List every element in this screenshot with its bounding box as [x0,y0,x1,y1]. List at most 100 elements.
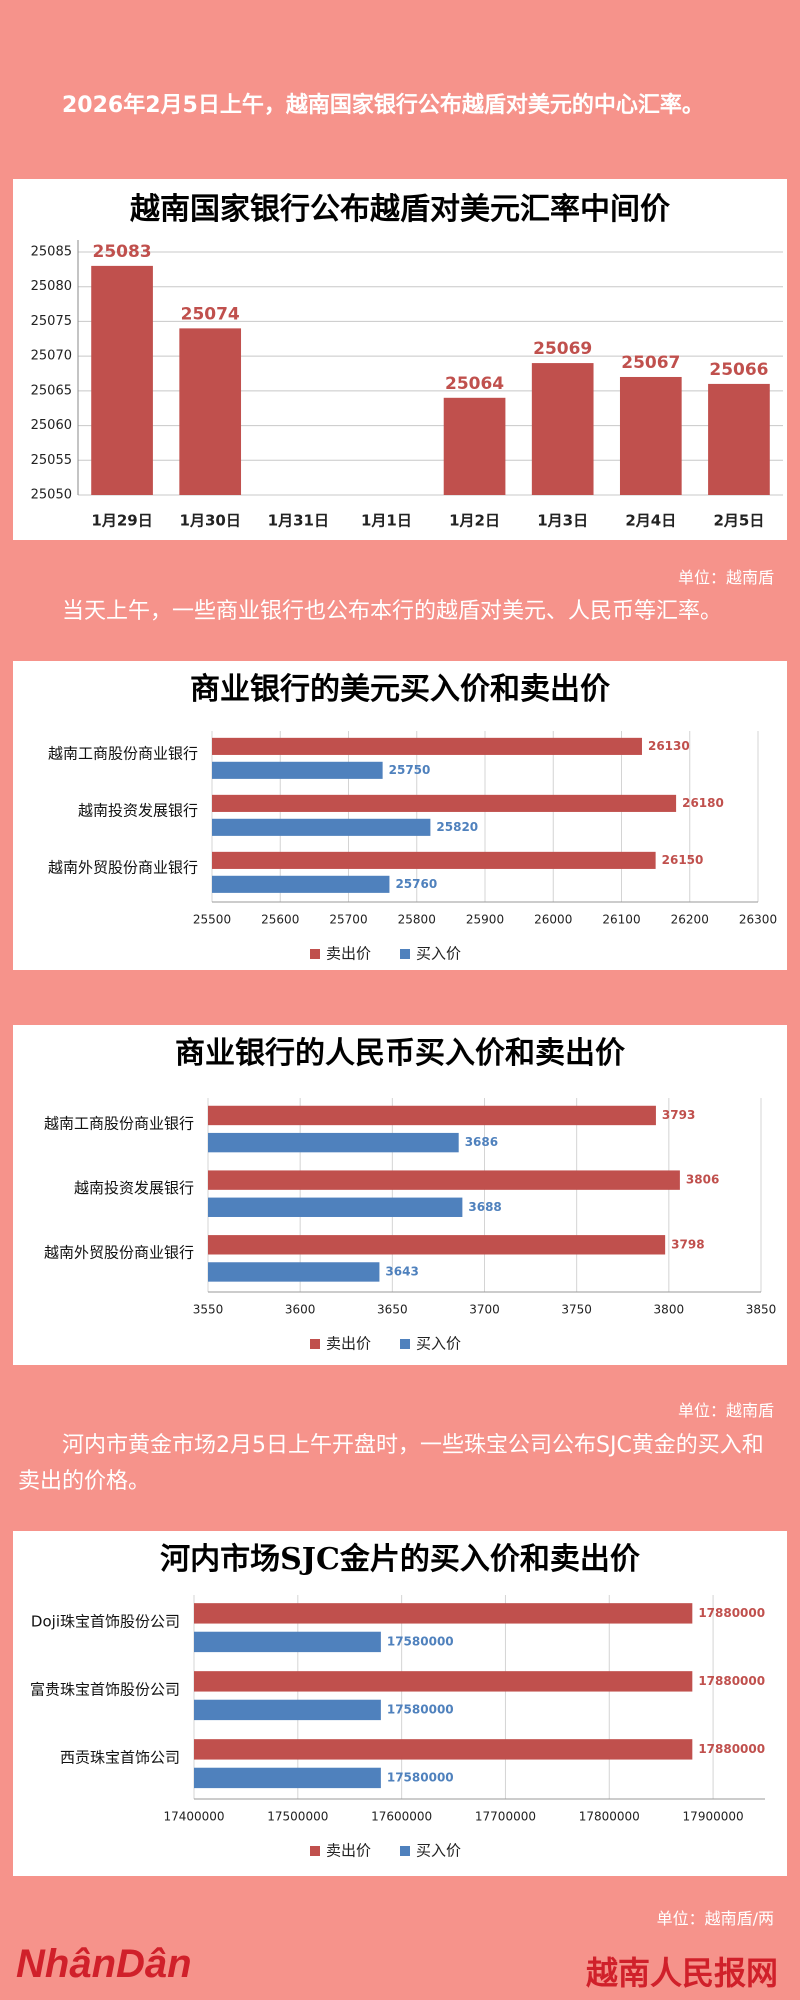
y-tick-label: 25070 [31,349,72,364]
bar [443,397,506,495]
x-tick-label: 3700 [469,1303,500,1317]
bar [194,1671,693,1692]
unit-note: 单位：越南盾 [677,1401,774,1420]
x-tick-label: 1月29日 [91,512,152,530]
legend-swatch [310,1339,320,1349]
data-label: 25074 [181,304,240,324]
bar [619,376,682,495]
legend-swatch [400,1846,410,1856]
data-label: 25067 [621,353,680,373]
data-label: 3793 [662,1108,695,1122]
chart-title: 越南国家银行公布越盾对美元汇率中间价 [130,192,670,227]
x-tick-label: 3800 [654,1303,685,1317]
data-label: 17580000 [387,1634,454,1648]
y-tick-label: 越南投资发展银行 [74,1179,194,1197]
legend-swatch [310,1846,320,1856]
y-tick-label: 25065 [31,383,72,398]
bar [179,328,242,495]
bar [194,1631,381,1653]
bar [212,818,431,836]
y-tick-label: 25055 [31,453,72,468]
data-label: 17880000 [698,1674,765,1688]
x-tick-label: 1月2日 [449,512,500,530]
data-label: 25083 [92,242,151,262]
x-tick-label: 3750 [561,1303,592,1317]
data-label: 26130 [648,739,690,753]
bar [708,383,770,495]
unit-note: 单位：越南盾 [677,568,774,587]
data-label: 17580000 [387,1770,454,1784]
x-tick-label: 3650 [377,1303,408,1317]
legend-label: 买入价 [416,1335,461,1353]
legend-swatch [400,1339,410,1349]
x-tick-label: 17700000 [475,1810,536,1824]
x-tick-label: 17500000 [267,1810,328,1824]
bar [208,1105,656,1126]
x-tick-label: 1月30日 [180,512,241,530]
bar [208,1132,459,1153]
x-tick-label: 25800 [398,913,436,927]
unit-note: 单位：越南盾/两 [656,1909,774,1928]
y-tick-label: 富贵珠宝首饰股份公司 [30,1681,180,1699]
chart: 商业银行的美元买入价和卖出价 25500 25600 25700 25800 25900 2… [13,661,787,970]
y-tick-label: 越南投资发展银行 [78,801,198,819]
x-tick-label: 25500 [193,913,231,927]
bar [212,737,642,755]
data-label: 17880000 [698,1606,765,1620]
legend-swatch [310,949,320,959]
x-tick-label: 2月4日 [625,512,676,530]
legend-label: 卖出价 [326,1335,371,1353]
bar [194,1739,693,1760]
bar [194,1767,381,1789]
x-tick-label: 25900 [466,913,504,927]
paragraph: 当天上午，一些商业银行也公布本行的越盾对美元、人民币等汇率。 [62,599,723,624]
data-label: 25750 [389,763,431,777]
x-tick-label: 1月31日 [268,512,329,530]
data-label: 25760 [395,877,437,891]
bar [212,851,656,869]
x-tick-label: 3850 [746,1303,777,1317]
chart-title: 河内市场SJC金片的买入价和卖出价 [160,1542,640,1577]
data-label: 17580000 [387,1702,454,1716]
y-tick-label: 25050 [31,488,72,503]
bar [212,794,677,812]
chart: 河内市场SJC金片的买入价和卖出价 17400000 17500000 1760000… [13,1531,787,1876]
bar [208,1197,463,1217]
x-tick-label: 26200 [671,913,709,927]
x-tick-label: 1月3日 [537,512,588,530]
bar [208,1235,666,1255]
data-label: 17880000 [698,1742,765,1756]
y-tick-label: 越南外贸股份商业银行 [48,858,198,876]
logo: NhânDân [16,1942,192,1986]
x-tick-label: 25600 [261,913,299,927]
x-tick-label: 17900000 [683,1810,744,1824]
bar [91,265,153,495]
y-tick-label: 25085 [31,245,72,260]
x-tick-label: 17600000 [371,1810,432,1824]
bar [208,1170,680,1190]
data-label: 3643 [385,1264,418,1278]
bar [212,761,383,779]
x-tick-label: 2月5日 [714,512,765,530]
x-tick-label: 25700 [329,913,367,927]
legend-label: 买入价 [416,1842,461,1860]
x-tick-label: 17400000 [163,1810,224,1824]
x-tick-label: 26100 [602,913,640,927]
x-tick-label: 26300 [739,913,777,927]
y-tick-label: 25075 [31,314,72,329]
y-tick-label: 25060 [31,418,72,433]
site-name: 越南人民报网 [585,1954,778,1992]
y-tick-label: Doji珠宝首饰股份公司 [31,1613,180,1631]
bar [194,1699,381,1721]
y-tick-label: 越南工商股份商业银行 [44,1114,194,1132]
data-label: 25069 [533,339,592,359]
data-label: 26180 [682,796,724,810]
data-label: 3688 [468,1200,501,1214]
y-tick-label: 越南工商股份商业银行 [48,744,198,762]
data-label: 25064 [445,374,504,394]
data-label: 25820 [436,820,478,834]
x-tick-label: 1月1日 [361,512,412,530]
x-tick-label: 17800000 [579,1810,640,1824]
bar [531,363,594,495]
